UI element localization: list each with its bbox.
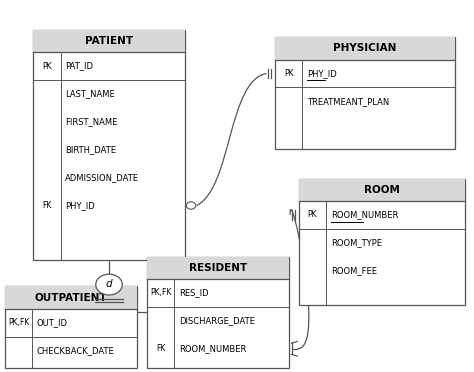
Text: FIRST_NAME: FIRST_NAME [65,117,118,126]
Text: PHY_ID: PHY_ID [307,69,337,78]
Text: TREATMEANT_PLAN: TREATMEANT_PLAN [307,97,390,106]
Text: OUTPATIENT: OUTPATIENT [35,293,108,302]
Text: ROOM_TYPE: ROOM_TYPE [331,238,382,247]
Text: PK: PK [284,69,293,78]
Text: d: d [106,279,112,289]
Text: PK,FK: PK,FK [150,288,172,298]
Text: DISCHARGE_DATE: DISCHARGE_DATE [179,316,255,326]
Text: RES_ID: RES_ID [179,288,209,298]
Bar [147,257,289,279]
Text: PHY_ID: PHY_ID [65,201,95,210]
Text: PK,FK: PK,FK [8,318,29,327]
Text: LAST_NAME: LAST_NAME [65,89,115,99]
Text: PHYSICIAN: PHYSICIAN [333,44,397,53]
Circle shape [96,274,122,295]
Text: PK: PK [308,210,317,219]
Text: ADMISSION_DATE: ADMISSION_DATE [65,173,139,182]
Text: PAT_ID: PAT_ID [65,61,93,71]
Circle shape [186,202,196,209]
Text: OUT_ID: OUT_ID [37,318,68,327]
Bar [5,286,137,309]
Text: ROOM_FEE: ROOM_FEE [331,266,377,275]
Bar [147,257,289,368]
Bar [33,30,185,260]
Bar [299,179,465,305]
Text: PK: PK [42,61,52,71]
Text: CHECKBACK_DATE: CHECKBACK_DATE [37,346,115,355]
Bar [275,37,455,149]
Bar [33,30,185,52]
Text: FK: FK [156,344,165,353]
Bar [275,37,455,60]
Text: ROOM: ROOM [364,185,400,195]
Text: BIRTH_DATE: BIRTH_DATE [65,145,117,154]
Text: ROOM_NUMBER: ROOM_NUMBER [331,210,398,219]
Text: ROOM_NUMBER: ROOM_NUMBER [179,344,246,353]
Text: RESIDENT: RESIDENT [189,263,247,273]
Text: FK: FK [42,201,52,210]
Text: PATIENT: PATIENT [85,36,133,46]
Bar [5,286,137,368]
Bar [299,179,465,201]
